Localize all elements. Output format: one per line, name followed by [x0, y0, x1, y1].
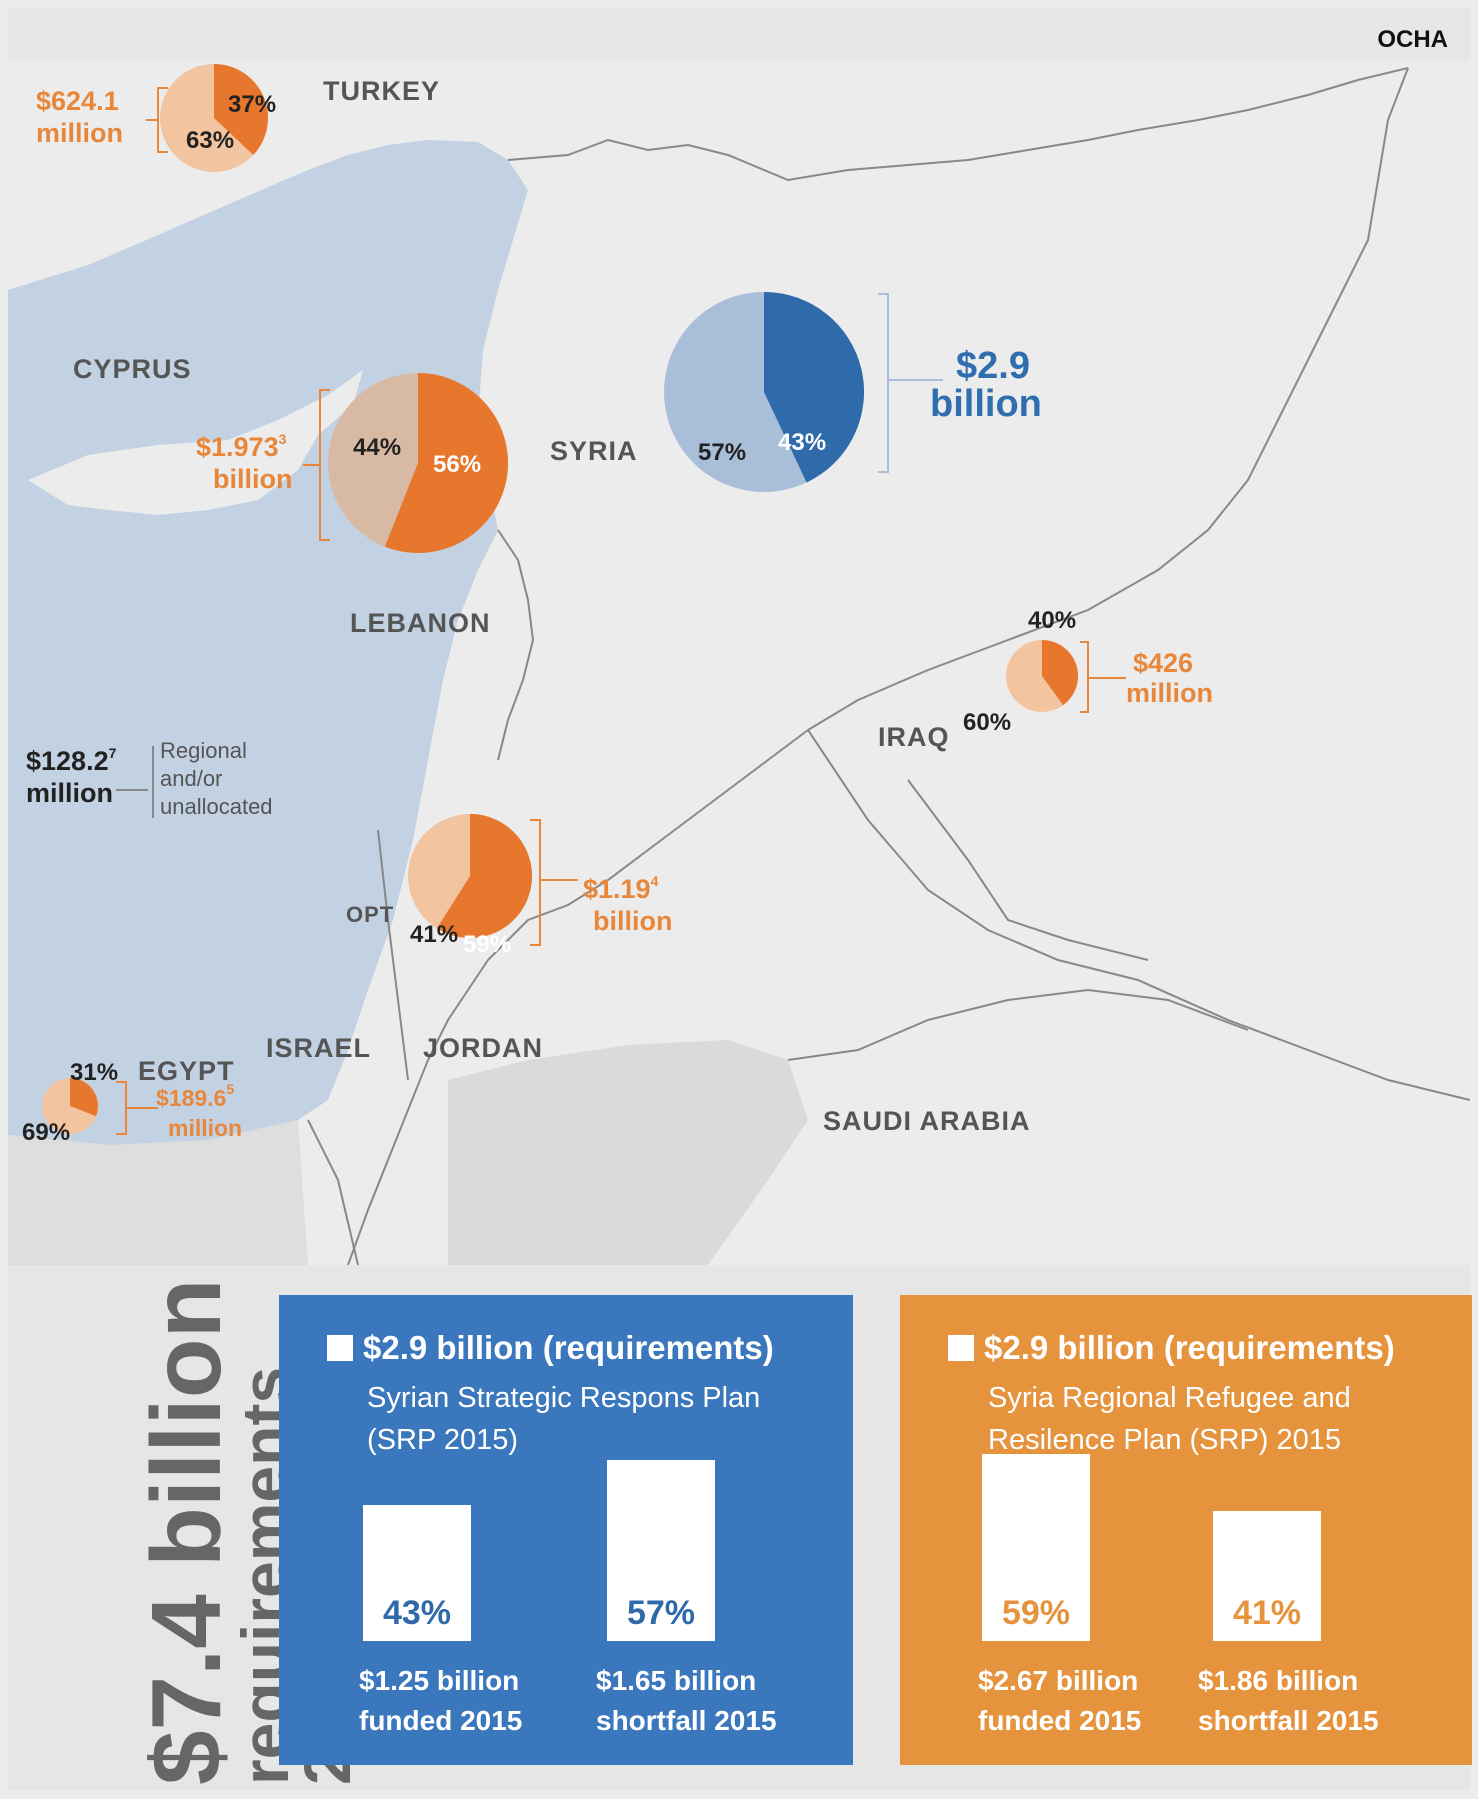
label-lebanon: LEBANON — [350, 608, 491, 638]
srp-shortfall-caption: $1.65 billion shortfall 2015 — [596, 1661, 846, 1741]
jordan-amount: $1.194 — [583, 873, 659, 904]
3rp-shortfall-caption: $1.86 billion shortfall 2015 — [1198, 1661, 1458, 1741]
square-icon — [327, 1335, 353, 1361]
label-saudi-arabia: SAUDI ARABIA — [823, 1106, 1031, 1136]
square-icon — [948, 1335, 974, 1361]
syria-pie-funded-slice — [764, 292, 864, 483]
iraq-amount: $426 — [1133, 648, 1193, 678]
srp-shortfall-amount: $1.65 billion — [596, 1665, 757, 1696]
jordan-saudi-shade — [448, 1040, 808, 1265]
mediterranean-sea — [8, 140, 528, 1150]
srp-funded-amount: $1.25 billion — [359, 1665, 520, 1696]
srp-funded-caption: $1.25 billion funded 2015 — [359, 1661, 559, 1741]
syria-funded-pct: 43% — [778, 429, 826, 456]
pie-jordan — [408, 813, 533, 938]
lebanon-funded-pct: 56% — [433, 451, 481, 478]
cyprus-island — [28, 370, 363, 515]
lebanon-pie-funded-slice — [384, 373, 509, 553]
egypt-pie-funded-slice — [70, 1078, 99, 1117]
3rp-subtitle: Syria Regional Refugee and Resilence Pla… — [988, 1382, 1351, 1456]
regional-note-1: Regional — [160, 738, 247, 763]
syria-amount: $2.9 — [956, 345, 1030, 387]
lebanon-unit: billion — [213, 464, 292, 494]
jordan-pie-funded-slice — [436, 813, 533, 938]
label-cyprus: CYPRUS — [73, 354, 192, 384]
iraq-shortfall-pct: 60% — [963, 709, 1011, 736]
source-label: OCHA — [1377, 26, 1448, 53]
pie-turkey — [160, 64, 269, 172]
srp-subtitle: Syrian Strategic Respons Plan (SRP 2015) — [367, 1382, 761, 1456]
regional-note-2: and/or — [160, 766, 222, 791]
3rp-title: $2.9 billion (requirements) — [948, 1329, 1395, 1367]
lebanon-amount: $1.9733 — [196, 431, 287, 462]
regional-note-3: unallocated — [160, 794, 273, 819]
syria-shortfall-pct: 57% — [698, 439, 746, 466]
pie-egypt — [42, 1078, 99, 1134]
total-amount: $7.4 billion — [131, 1278, 241, 1785]
srp-shortfall-label: shortfall 2015 — [596, 1705, 777, 1736]
jordan-shortfall-pct: 41% — [410, 921, 458, 948]
srp-funded-bar: 43% — [363, 1505, 471, 1641]
lebanon-shortfall-pct: 44% — [353, 434, 401, 461]
iraq-funded-pct: 40% — [1028, 607, 1076, 634]
turkey-unit: million — [36, 118, 123, 148]
pie-syria — [664, 292, 864, 492]
pie-iraq — [1006, 640, 1079, 712]
syria-bracket — [878, 293, 943, 473]
iraq-unit: million — [1126, 678, 1213, 708]
turkey-amount: $624.1 — [36, 86, 119, 116]
lebanon-bracket — [303, 389, 330, 541]
label-egypt: EGYPT — [138, 1056, 235, 1086]
label-opt: OPT — [346, 902, 394, 927]
iraq-bracket — [1080, 641, 1126, 713]
srp-shortfall-bar: 57% — [607, 1460, 715, 1641]
srp-panel: $2.9 billion (requirements) Syrian Strat… — [279, 1295, 853, 1765]
regional-map: TURKEY CYPRUS SYRIA LEBANON IRAQ ISRAEL … — [8, 60, 1470, 1265]
3rp-shortfall-bar: 41% — [1213, 1511, 1321, 1641]
srp-title: $2.9 billion (requirements) — [327, 1329, 774, 1367]
srp-shortfall-pct: 57% — [626, 1594, 696, 1632]
egypt-shortfall-pct: 69% — [22, 1119, 70, 1146]
3rp-shortfall-amount: $1.86 billion — [1198, 1665, 1359, 1696]
egypt-amount: $189.65 — [156, 1081, 234, 1111]
srp-funded-pct: 43% — [382, 1594, 452, 1632]
syria-unit: billion — [930, 383, 1042, 425]
srp-funded-label: funded 2015 — [359, 1705, 523, 1736]
egypt-unit: million — [168, 1115, 242, 1141]
label-jordan: JORDAN — [423, 1033, 543, 1063]
label-syria: SYRIA — [550, 436, 638, 466]
country-borders — [307, 67, 1470, 1265]
3rp-shortfall-label: shortfall 2015 — [1198, 1705, 1379, 1736]
3rp-funded-pct: 59% — [1001, 1594, 1071, 1632]
regional-amount: $128.27 — [26, 745, 117, 776]
label-iraq: IRAQ — [878, 722, 950, 752]
turkey-shortfall-pct: 63% — [186, 127, 234, 154]
3rp-funded-amount: $2.67 billion — [978, 1665, 1139, 1696]
label-israel: ISRAEL — [266, 1033, 371, 1063]
turkey-funded-pct: 37% — [228, 91, 276, 118]
jordan-funded-pct: 59% — [463, 931, 511, 958]
egypt-funded-pct: 31% — [70, 1059, 118, 1086]
regional-unit: million — [26, 778, 113, 808]
3rp-funded-bar: 59% — [982, 1454, 1090, 1641]
3rp-panel: $2.9 billion (requirements) Syria Region… — [900, 1295, 1472, 1765]
3rp-shortfall-pct: 41% — [1232, 1594, 1302, 1632]
jordan-unit: billion — [593, 906, 672, 936]
turkey-pie-funded-slice — [214, 64, 269, 155]
label-turkey: TURKEY — [323, 76, 440, 106]
map-svg: TURKEY CYPRUS SYRIA LEBANON IRAQ ISRAEL … — [8, 64, 1470, 1265]
egypt-shade — [8, 1120, 308, 1265]
iraq-pie-funded-slice — [1042, 640, 1079, 706]
3rp-funded-label: funded 2015 — [978, 1705, 1142, 1736]
jordan-bracket — [530, 819, 578, 946]
3rp-funded-caption: $2.67 billion funded 2015 — [978, 1661, 1178, 1741]
egypt-bracket — [116, 1081, 158, 1135]
pie-lebanon — [328, 373, 509, 553]
turkey-bracket — [146, 87, 168, 153]
source-bar: OCHA — [8, 8, 1470, 60]
